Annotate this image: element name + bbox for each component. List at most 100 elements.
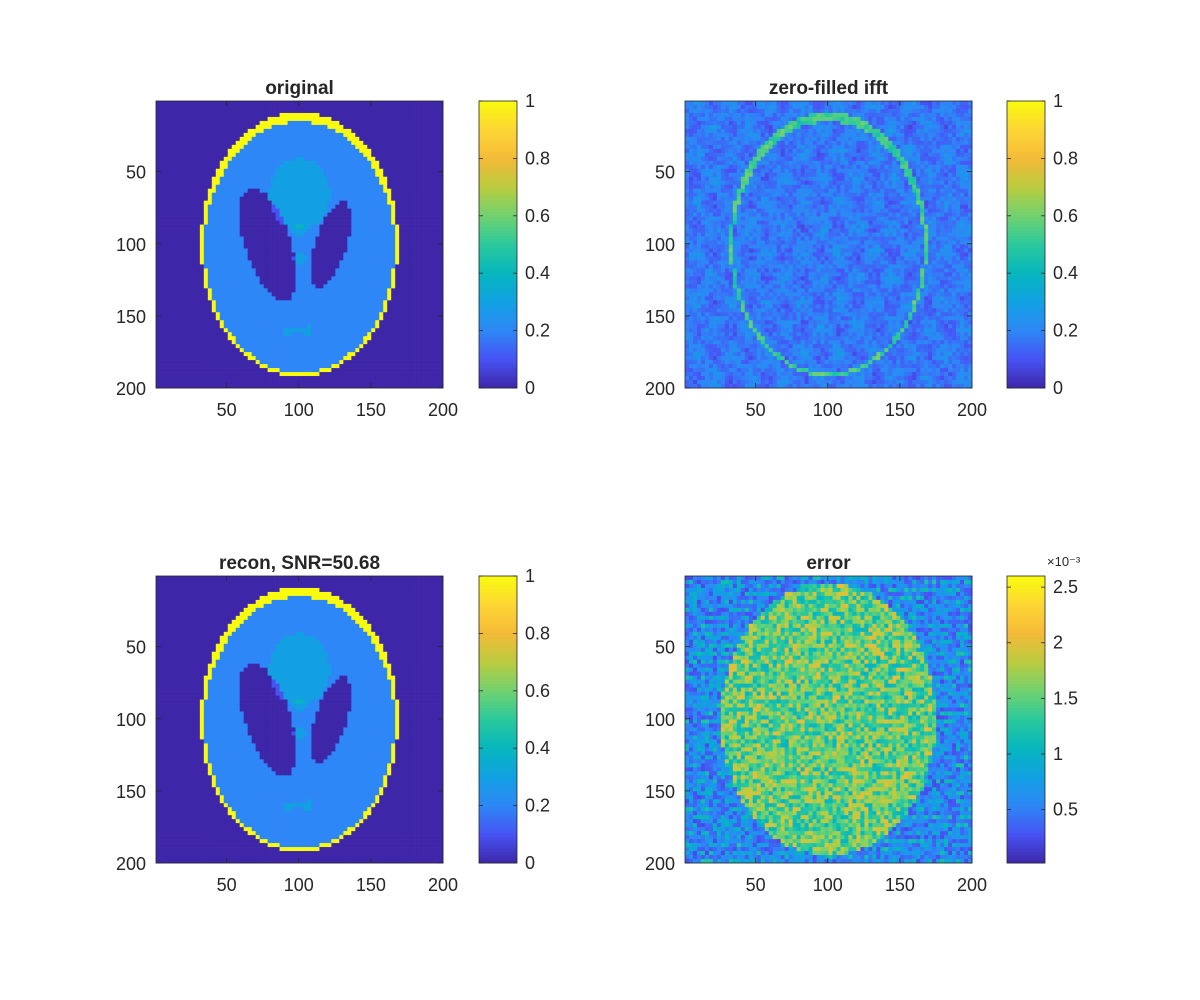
heatmap-cell [383,368,388,373]
heatmap-cell [391,156,396,162]
heatmap-cell [431,272,436,277]
heatmap-cell [295,144,300,150]
heatmap-cell [343,316,348,321]
heatmap-cell [399,336,404,341]
heatmap-cell [331,256,336,261]
heatmap-cell [275,144,280,150]
heatmap-cell [347,272,352,277]
heatmap-cell [283,324,288,329]
heatmap-cell [159,332,165,337]
heatmap-cell [167,288,173,293]
heatmap-cell [215,360,221,365]
heatmap-cell [403,192,408,198]
heatmap-cell [203,300,209,305]
heatmap-cell [315,172,320,178]
heatmap-cell [315,216,320,221]
heatmap-cell [339,120,344,126]
heatmap-cell [355,164,360,170]
heatmap-cell [275,368,280,373]
heatmap-cell [383,144,388,150]
heatmap-cell [203,336,209,341]
heatmap-cell [407,372,412,377]
heatmap-cell [163,180,169,186]
heatmap-cell [159,320,165,325]
heatmap-cell [315,108,320,114]
heatmap-cell [175,264,181,269]
heatmap-cell [327,116,332,122]
heatmap-cell [383,212,388,217]
heatmap-cell [319,156,324,162]
heatmap-cell [311,168,316,174]
heatmap-cell [251,216,257,221]
heatmap-cell [255,180,260,186]
heatmap-cell [156,308,161,313]
heatmap-cell [331,116,336,122]
heatmap-cell [399,212,404,217]
heatmap-cell [411,220,416,225]
heatmap-cell [156,272,161,277]
heatmap-cell [371,296,376,301]
heatmap-cell [291,360,296,365]
heatmap-cell [435,360,440,365]
heatmap-cell [291,368,296,373]
heatmap-cell [247,308,253,313]
heatmap-cell [279,196,284,202]
heatmap-cell [195,356,201,361]
heatmap-cell [171,296,177,301]
heatmap-cell [323,244,328,249]
heatmap-cell [315,200,320,205]
heatmap-cell [183,236,189,241]
heatmap-cell [387,288,392,293]
heatmap-cell [367,324,372,329]
heatmap-cell [187,120,193,126]
heatmap-cell [327,332,332,337]
heatmap-cell [315,232,320,237]
heatmap-cell [427,252,432,257]
heatmap-cell [399,252,404,257]
heatmap-cell [239,308,245,313]
heatmap-cell [183,352,189,357]
heatmap-cell [156,208,161,213]
heatmap-cell [235,104,241,110]
heatmap-cell [375,336,380,341]
heatmap-cell [415,101,420,106]
heatmap-cell [199,260,205,265]
heatmap-cell [211,344,217,349]
heatmap-cell [407,268,412,273]
heatmap-cell [211,200,217,205]
heatmap-cell [223,248,229,253]
heatmap-cell [323,108,328,114]
heatmap-cell [247,208,253,213]
heatmap-cell [243,284,249,289]
heatmap-cell [191,340,197,345]
heatmap-cell [351,188,356,194]
heatmap-cell [175,252,181,257]
heatmap-cell [259,144,264,150]
heatmap-cell [427,256,432,261]
heatmap-cell [231,132,237,138]
heatmap-cell [379,204,384,209]
heatmap-cell [163,372,169,377]
heatmap-cell [279,104,284,110]
heatmap-cell [339,128,344,134]
heatmap-cell [207,316,213,321]
heatmap-cell [339,344,344,349]
heatmap-cell [379,352,384,357]
heatmap-cell [207,208,213,213]
heatmap-cell [343,160,348,166]
heatmap-cell [156,248,161,253]
heatmap-cell [259,152,264,158]
heatmap-cell [343,216,348,221]
heatmap-cell [359,180,364,186]
heatmap-cell [299,356,304,361]
heatmap-cell [163,101,169,106]
heatmap-cell [403,372,408,377]
heatmap-cell [335,164,340,170]
heatmap-cell [175,268,181,273]
heatmap-cell [383,236,388,241]
heatmap-cell [335,160,340,166]
heatmap-cell [275,340,280,345]
heatmap-cell [267,188,272,194]
heatmap-cell [255,360,260,365]
heatmap-cell [311,332,316,337]
